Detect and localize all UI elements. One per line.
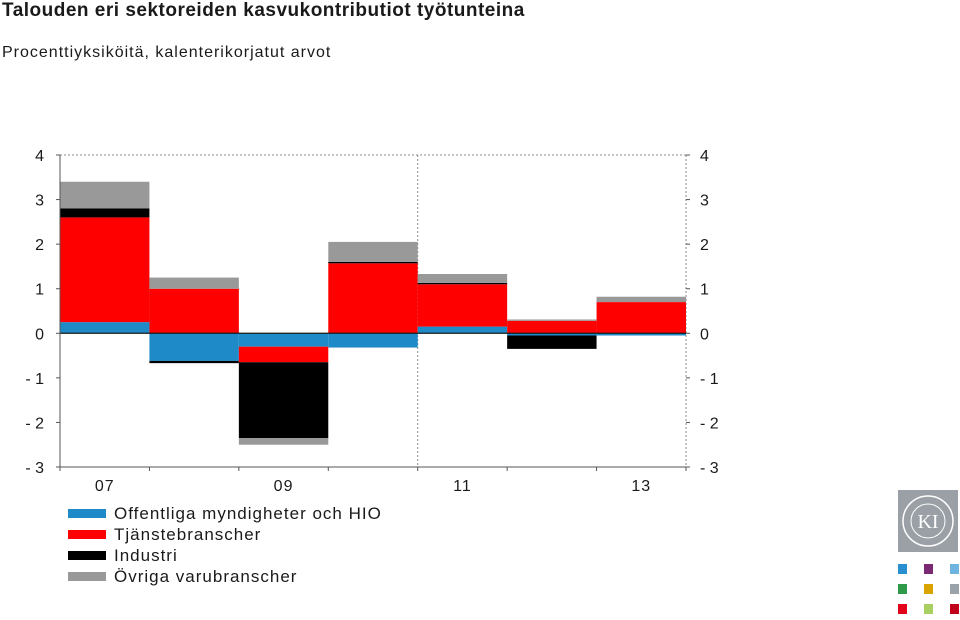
bar-segment-0-1 — [149, 333, 239, 361]
y-tick-label-left-5: - 1 — [25, 371, 44, 388]
palette-swatch-6 — [898, 604, 907, 614]
legend-label-0: Offentliga myndigheter och HIO — [114, 503, 382, 523]
palette-swatch-8 — [950, 604, 959, 614]
bar-segment-1-1 — [149, 288, 239, 334]
y-tick-label-right-6: - 2 — [700, 415, 719, 432]
bar-segment-2-3 — [328, 261, 418, 264]
legend-item-1: Tjänstebranscher — [68, 524, 382, 545]
palette-swatch-2 — [950, 564, 959, 574]
bar-segment-3-1 — [149, 277, 239, 289]
y-tick-label-left-4: 0 — [35, 326, 44, 343]
y-tick-label-left-0: 4 — [35, 148, 44, 165]
y-tick-label-left-2: 2 — [35, 237, 44, 254]
legend-item-2: Industri — [68, 545, 382, 566]
bar-segment-0-4 — [417, 326, 508, 334]
bar-segment-1-4 — [417, 284, 508, 327]
bar-segment-0-5 — [507, 333, 597, 336]
legend-swatch-1 — [68, 530, 106, 539]
bar-segment-0-6 — [596, 333, 686, 336]
y-tick-label-left-3: 1 — [35, 282, 44, 299]
bar-segment-3-3 — [328, 241, 418, 262]
legend-label-2: Industri — [114, 545, 178, 565]
legend-swatch-2 — [68, 551, 106, 560]
bar-segment-2-1 — [149, 360, 239, 364]
bar-segment-1-0 — [60, 217, 150, 323]
legend-label-3: Övriga varubranscher — [114, 566, 298, 586]
bar-segment-0-0 — [60, 322, 150, 334]
bar-segment-3-2 — [238, 438, 329, 445]
bar-segment-2-2 — [238, 362, 329, 439]
palette-swatch-7 — [924, 604, 933, 614]
bar-segment-1-3 — [328, 263, 418, 334]
legend-item-3: Övriga varubranscher — [68, 566, 382, 587]
logo-text: KI — [917, 511, 938, 533]
x-tick-label-1: 09 — [274, 478, 294, 495]
bar-segment-0-2 — [238, 333, 329, 347]
x-tick-label-2: 11 — [453, 478, 472, 495]
chart-subtitle: Procenttiyksiköitä, kalenterikorjatut ar… — [2, 44, 332, 61]
y-tick-label-right-7: - 3 — [700, 460, 719, 477]
palette-swatch-1 — [924, 564, 933, 574]
palette-swatch-0 — [898, 564, 907, 574]
bar-segment-2-4 — [417, 282, 508, 285]
y-tick-label-right-2: 2 — [700, 237, 709, 254]
legend-swatch-0 — [68, 509, 106, 518]
bar-segment-3-5 — [507, 319, 597, 321]
bar-segment-2-5 — [507, 335, 597, 349]
chart-title: Talouden eri sektoreiden kasvukontributi… — [2, 0, 525, 21]
x-tick-label-3: 13 — [631, 478, 651, 495]
y-tick-label-right-5: - 1 — [700, 371, 719, 388]
legend: Offentliga myndigheter och HIO Tjänstebra… — [68, 503, 382, 587]
y-tick-label-right-1: 3 — [700, 193, 709, 210]
konjunkturinstitutet-logo: KI — [898, 490, 958, 552]
y-tick-label-left-6: - 2 — [25, 415, 44, 432]
legend-label-1: Tjänstebranscher — [114, 524, 262, 544]
bar-segment-3-6 — [596, 296, 686, 303]
legend-swatch-3 — [68, 572, 106, 581]
y-tick-label-left-7: - 3 — [25, 460, 44, 477]
palette-swatch-5 — [950, 584, 959, 594]
x-tick-label-0: 07 — [95, 478, 115, 495]
y-tick-label-right-4: 0 — [700, 326, 709, 343]
color-palette — [896, 562, 960, 618]
y-tick-label-right-0: 4 — [700, 148, 709, 165]
bar-segment-1-2 — [238, 346, 329, 363]
legend-item-0: Offentliga myndigheter och HIO — [68, 503, 382, 524]
bar-segment-3-4 — [417, 274, 508, 283]
bar-segment-1-5 — [507, 320, 597, 334]
bar-segment-2-0 — [60, 208, 150, 218]
palette-swatch-4 — [924, 584, 933, 594]
y-tick-label-right-3: 1 — [700, 282, 709, 299]
bar-segment-3-0 — [60, 181, 150, 209]
bar-segment-1-6 — [596, 302, 686, 334]
y-tick-label-left-1: 3 — [35, 193, 44, 210]
bar-segment-0-3 — [328, 333, 418, 348]
palette-swatch-3 — [898, 584, 907, 594]
